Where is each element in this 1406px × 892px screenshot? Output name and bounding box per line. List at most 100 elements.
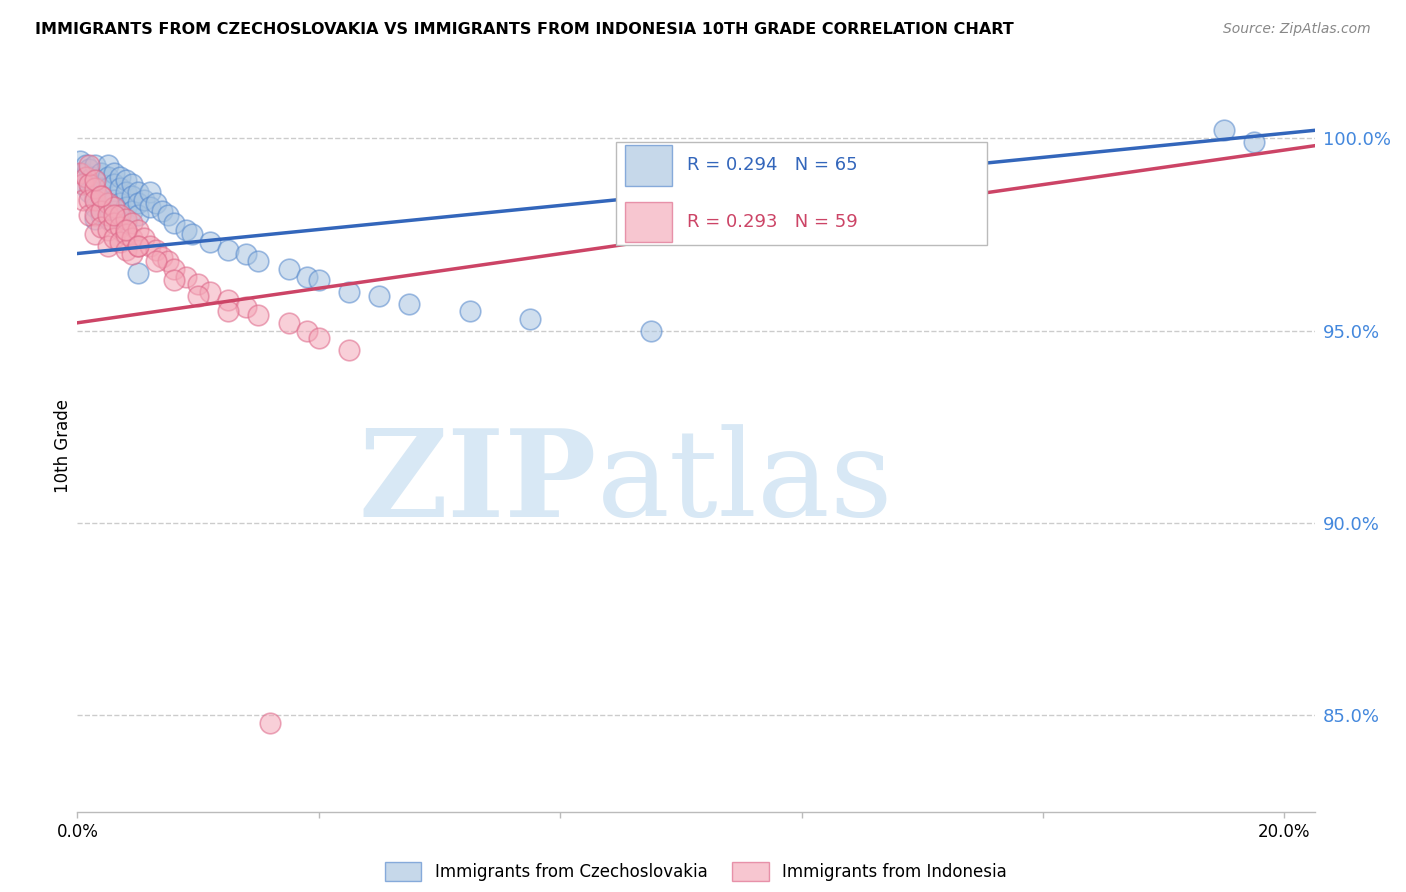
Point bbox=[174, 269, 197, 284]
Point bbox=[90, 166, 112, 180]
Point bbox=[79, 193, 101, 207]
Point bbox=[127, 239, 149, 253]
Point bbox=[108, 181, 131, 195]
Point bbox=[127, 266, 149, 280]
Point bbox=[84, 173, 107, 187]
Point bbox=[84, 188, 107, 202]
Point bbox=[90, 188, 112, 202]
Point bbox=[114, 173, 136, 187]
Point bbox=[96, 239, 118, 253]
Y-axis label: 10th Grade: 10th Grade bbox=[53, 399, 72, 493]
Point bbox=[114, 185, 136, 199]
Point bbox=[96, 181, 118, 195]
Point bbox=[114, 211, 136, 226]
Point bbox=[121, 216, 143, 230]
Point bbox=[277, 261, 299, 276]
Text: Source: ZipAtlas.com: Source: ZipAtlas.com bbox=[1223, 22, 1371, 37]
FancyBboxPatch shape bbox=[626, 145, 672, 186]
Point bbox=[96, 169, 118, 184]
Point bbox=[1243, 135, 1265, 149]
Point bbox=[96, 211, 118, 226]
Point bbox=[79, 173, 101, 187]
Point bbox=[79, 178, 101, 192]
Point bbox=[187, 289, 209, 303]
Point bbox=[458, 304, 481, 318]
Point bbox=[163, 261, 186, 276]
Point bbox=[640, 324, 662, 338]
Point bbox=[114, 216, 136, 230]
Point bbox=[69, 166, 91, 180]
Point bbox=[84, 158, 107, 172]
Point bbox=[145, 243, 167, 257]
Point bbox=[72, 178, 94, 192]
Point bbox=[308, 331, 330, 345]
Point bbox=[127, 239, 149, 253]
Point bbox=[108, 196, 131, 211]
Point bbox=[198, 235, 221, 249]
Point bbox=[103, 200, 125, 214]
Point bbox=[519, 312, 541, 326]
Point bbox=[247, 308, 270, 322]
Point bbox=[121, 178, 143, 192]
Point bbox=[90, 219, 112, 234]
Point bbox=[79, 185, 101, 199]
Point bbox=[139, 239, 162, 253]
Point bbox=[84, 193, 107, 207]
Point bbox=[163, 273, 186, 287]
Point bbox=[84, 173, 107, 187]
Point bbox=[127, 196, 149, 211]
Point bbox=[217, 243, 239, 257]
Point bbox=[103, 166, 125, 180]
Point bbox=[96, 223, 118, 237]
Point bbox=[1213, 123, 1236, 137]
Point bbox=[127, 208, 149, 222]
Point bbox=[308, 273, 330, 287]
Point bbox=[114, 227, 136, 242]
Text: R = 0.294   N = 65: R = 0.294 N = 65 bbox=[688, 156, 858, 175]
Point bbox=[174, 223, 197, 237]
Point bbox=[114, 223, 136, 237]
Point bbox=[103, 216, 125, 230]
Point bbox=[277, 316, 299, 330]
Text: atlas: atlas bbox=[598, 424, 894, 541]
Point bbox=[247, 254, 270, 268]
Point bbox=[69, 154, 91, 169]
Point bbox=[108, 219, 131, 234]
Point bbox=[90, 204, 112, 219]
Point bbox=[121, 204, 143, 219]
Text: 0.0%: 0.0% bbox=[56, 823, 98, 841]
Point bbox=[145, 254, 167, 268]
Point bbox=[114, 243, 136, 257]
Point bbox=[75, 158, 97, 172]
Point bbox=[108, 208, 131, 222]
Point bbox=[103, 178, 125, 192]
Point bbox=[75, 169, 97, 184]
Point bbox=[145, 196, 167, 211]
Text: ZIP: ZIP bbox=[359, 424, 598, 541]
Point bbox=[90, 181, 112, 195]
Point bbox=[198, 285, 221, 299]
Point bbox=[163, 216, 186, 230]
Point bbox=[84, 227, 107, 242]
Point bbox=[187, 277, 209, 292]
Text: 20.0%: 20.0% bbox=[1258, 823, 1310, 841]
Point bbox=[108, 208, 131, 222]
Point bbox=[108, 169, 131, 184]
FancyBboxPatch shape bbox=[616, 143, 987, 245]
Point bbox=[121, 231, 143, 245]
Point bbox=[90, 208, 112, 222]
Point bbox=[398, 296, 420, 310]
Point bbox=[79, 161, 101, 176]
Point bbox=[235, 301, 257, 315]
Point bbox=[337, 343, 360, 357]
Point bbox=[72, 193, 94, 207]
Point bbox=[121, 188, 143, 202]
Point bbox=[235, 246, 257, 260]
Point bbox=[82, 169, 104, 184]
Point bbox=[127, 185, 149, 199]
FancyBboxPatch shape bbox=[626, 202, 672, 242]
Point bbox=[96, 196, 118, 211]
Point bbox=[295, 324, 318, 338]
Point bbox=[72, 166, 94, 180]
Point bbox=[84, 200, 107, 214]
